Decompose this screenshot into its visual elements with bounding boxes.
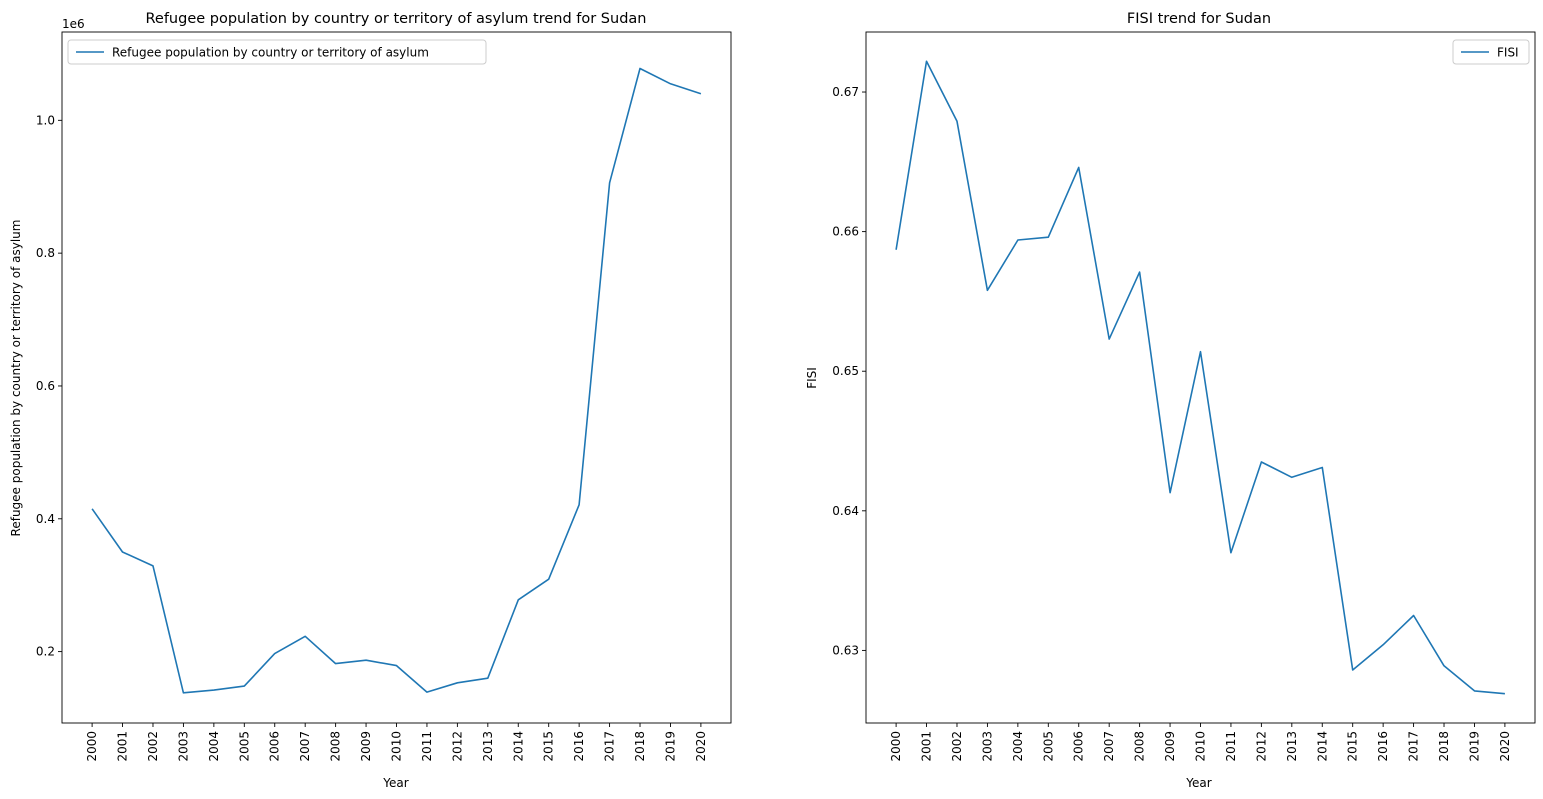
x-tick-label: 2009 — [1163, 731, 1177, 762]
x-tick-label: 2011 — [1224, 731, 1238, 762]
x-tick-label: 2002 — [146, 731, 160, 762]
x-tick-label: 2019 — [1467, 731, 1481, 762]
x-tick-label: 2003 — [980, 731, 994, 762]
plot-area-0: 2000 2001 2002 2003 2004 2005 2006 2007 2008 2009… — [36, 31, 732, 762]
x-tick-label: 2014 — [511, 731, 525, 762]
x-tick-label: 2000 — [889, 731, 903, 762]
y-axis-label: Refugee population by country or territo… — [9, 220, 23, 537]
x-tick-label: 2017 — [1407, 731, 1421, 762]
x-tick-label: 2010 — [390, 731, 404, 762]
x-tick-label: 2012 — [450, 731, 464, 762]
y-tick-label: 1.0 — [36, 113, 55, 127]
y-tick-label: 0.63 — [832, 643, 859, 657]
y-tick-label: 0.8 — [36, 246, 55, 260]
x-tick-label: 2016 — [572, 731, 586, 762]
x-tick-label: 2019 — [663, 731, 677, 762]
legend-label: FISI — [1497, 46, 1519, 60]
chart-title: FISI trend for Sudan — [1127, 11, 1271, 27]
x-tick-label: 2000 — [85, 731, 99, 762]
y-tick-label: 0.6 — [36, 379, 55, 393]
plot-area-1: 2000 2001 2002 2003 2004 2005 2006 2007 2008 2009… — [832, 31, 1536, 762]
x-tick-label: 2018 — [633, 731, 647, 762]
legend: Refugee population by country or territo… — [67, 39, 487, 65]
x-tick-label: 2004 — [207, 731, 221, 762]
y-tick-label: 0.4 — [36, 512, 55, 526]
x-tick-label: 2006 — [1072, 731, 1086, 762]
x-tick-label: 2020 — [1498, 731, 1512, 762]
x-tick-label: 2015 — [1346, 731, 1360, 762]
x-tick-label: 2008 — [329, 731, 343, 762]
legend-label: Refugee population by country or territo… — [112, 46, 429, 60]
x-tick-label: 2006 — [268, 731, 282, 762]
chart-title: Refugee population by country or territo… — [145, 11, 646, 27]
x-tick-label: 2005 — [1041, 731, 1055, 762]
y-offset-label: 1e6 — [62, 17, 85, 31]
x-tick-label: 2004 — [1011, 731, 1025, 762]
x-tick-label: 2010 — [1194, 731, 1208, 762]
x-tick-label: 2011 — [420, 731, 434, 762]
x-tick-label: 2014 — [1315, 731, 1329, 762]
x-tick-label: 2005 — [237, 731, 251, 762]
y-tick-label: 0.64 — [832, 504, 859, 518]
y-tick-label: 0.67 — [832, 85, 859, 99]
x-tick-label: 2009 — [359, 731, 373, 762]
chart-panel-refugee: Refugee population by country or territo… — [9, 11, 647, 790]
x-tick-label: 2003 — [176, 731, 190, 762]
y-axis-label: FISI — [805, 367, 819, 389]
x-tick-label: 2020 — [694, 731, 708, 762]
x-tick-label: 2007 — [298, 731, 312, 762]
x-tick-label: 2013 — [481, 731, 495, 762]
chart-panel-fisi: FISI trend for Sudan Year FISI — [805, 11, 1271, 790]
x-tick-label: 2001 — [920, 731, 934, 762]
y-tick-label: 0.2 — [36, 645, 55, 659]
x-tick-label: 2013 — [1285, 731, 1299, 762]
x-tick-label: 2018 — [1437, 731, 1451, 762]
x-tick-label: 2008 — [1133, 731, 1147, 762]
x-tick-label: 2012 — [1254, 731, 1268, 762]
x-tick-label: 2002 — [950, 731, 964, 762]
series-line — [91, 67, 702, 694]
x-axis-label: Year — [382, 776, 408, 790]
legend-box — [1452, 39, 1530, 65]
x-axis-label: Year — [1185, 776, 1211, 790]
x-tick-label: 2001 — [116, 731, 130, 762]
legend-box — [67, 39, 487, 65]
series-line — [895, 60, 1505, 695]
y-tick-label: 0.65 — [832, 364, 859, 378]
x-tick-label: 2016 — [1376, 731, 1390, 762]
x-tick-label: 2007 — [1102, 731, 1116, 762]
x-tick-label: 2017 — [603, 731, 617, 762]
x-tick-label: 2015 — [542, 731, 556, 762]
legend: FISI — [1452, 39, 1530, 65]
y-tick-label: 0.66 — [832, 225, 859, 239]
